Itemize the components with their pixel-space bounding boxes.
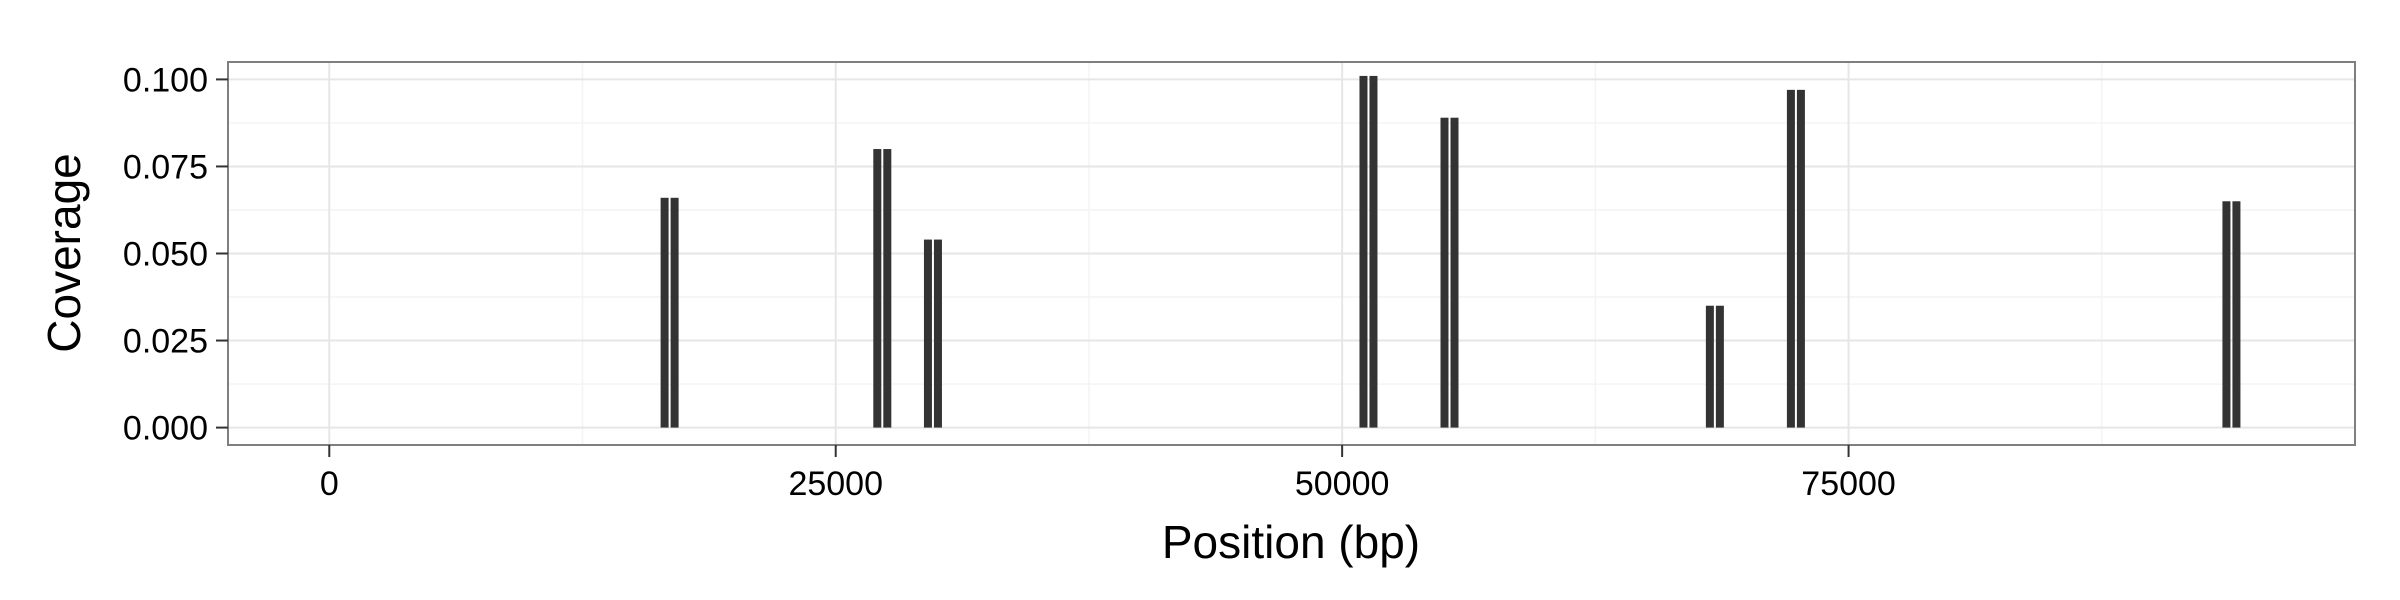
x-tick-label: 50000 xyxy=(1295,465,1390,503)
bar-segment xyxy=(1796,89,1805,428)
bars-group xyxy=(660,75,2241,428)
bar xyxy=(873,149,892,428)
bar xyxy=(1786,89,1805,428)
bar-segment xyxy=(883,149,892,428)
bar-segment xyxy=(933,239,942,428)
bar xyxy=(660,197,679,428)
bar xyxy=(1359,75,1378,428)
x-tick-label: 0 xyxy=(320,465,339,503)
bar-segment xyxy=(2232,201,2241,428)
y-tick-label: 0.100 xyxy=(123,61,208,99)
bar xyxy=(923,239,942,428)
bar-segment xyxy=(1705,305,1714,428)
y-tick-label: 0.050 xyxy=(123,236,208,274)
x-tick-label: 25000 xyxy=(788,465,883,503)
bar-segment xyxy=(1440,117,1449,428)
bar-segment xyxy=(660,197,669,428)
bar-segment xyxy=(1715,305,1724,428)
bar-segment xyxy=(1359,75,1368,428)
y-tick-label: 0.075 xyxy=(123,148,208,186)
bar-segment xyxy=(1786,89,1795,428)
bar xyxy=(1440,117,1459,428)
bar-segment xyxy=(873,149,882,428)
y-axis-title: Coverage xyxy=(38,153,90,352)
x-axis: 0 25000 50000 75000 xyxy=(320,445,1896,503)
bar-segment xyxy=(1450,117,1459,428)
x-axis-title: Position (bp) xyxy=(1162,516,1420,568)
bar-segment xyxy=(2222,201,2231,428)
y-tick-label: 0.025 xyxy=(123,323,208,361)
bar-segment xyxy=(670,197,679,428)
bar-segment xyxy=(923,239,932,428)
y-tick-label: 0.000 xyxy=(123,410,208,448)
bar xyxy=(1705,305,1724,428)
bar-segment xyxy=(1369,75,1378,428)
y-axis: 0.000 0.025 0.050 0.075 0.100 xyxy=(123,61,228,448)
major-gridlines xyxy=(228,62,2355,445)
x-tick-label: 75000 xyxy=(1801,465,1896,503)
bar xyxy=(2222,201,2241,428)
